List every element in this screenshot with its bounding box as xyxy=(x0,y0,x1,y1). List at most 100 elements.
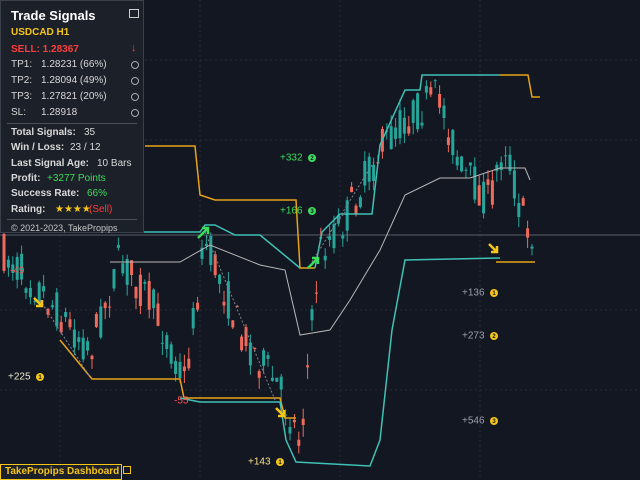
stat-value: 10 Bars xyxy=(97,157,132,169)
dashboard-button[interactable]: TakePropips Dashboard xyxy=(0,464,132,480)
clock-icon xyxy=(131,93,139,101)
candle-body xyxy=(394,127,398,139)
badge xyxy=(308,207,316,215)
stat-value: 66% xyxy=(87,188,108,200)
candle-body xyxy=(499,162,503,171)
candle-body xyxy=(530,246,534,249)
candle-body xyxy=(416,93,420,130)
trade-result: +143 xyxy=(248,457,271,468)
candle-body xyxy=(350,186,354,193)
candle-body xyxy=(138,274,142,306)
candle-body xyxy=(297,439,301,446)
candle-body xyxy=(372,164,376,182)
candle-body xyxy=(213,254,217,276)
candle-body xyxy=(495,164,499,172)
candle-body xyxy=(81,337,85,360)
level-label: TP3: xyxy=(11,91,33,102)
trade-lines xyxy=(39,159,376,401)
candle-body xyxy=(508,154,512,171)
candle-body xyxy=(6,259,10,268)
candle-body xyxy=(15,256,19,280)
candle-body xyxy=(477,185,481,206)
trade-result: -55 xyxy=(174,396,189,407)
sell-arrow xyxy=(275,407,286,418)
candle-body xyxy=(460,156,464,172)
candle-body xyxy=(112,269,116,289)
stat-label: Success Rate: xyxy=(11,188,80,200)
candle-body xyxy=(482,181,486,214)
badge-number: 3 xyxy=(310,209,314,215)
candle-body xyxy=(284,414,288,416)
candle-body xyxy=(187,358,191,369)
stat-label: Total Signals: xyxy=(11,127,76,138)
signal: SELL: 1.28367 xyxy=(11,44,79,55)
badge-number: 3 xyxy=(492,419,496,425)
candle-body xyxy=(147,281,151,310)
candle-body xyxy=(521,198,525,206)
badge-number: 2 xyxy=(310,156,314,162)
candle-body xyxy=(526,228,530,238)
stat-label: Profit: xyxy=(11,172,41,184)
level-value: 1.27821 (20%) xyxy=(41,91,107,102)
bands xyxy=(59,74,540,467)
stat-note: (Sell) xyxy=(89,203,113,215)
minimize-button[interactable] xyxy=(129,9,139,18)
candle-body xyxy=(86,341,90,351)
candle-body xyxy=(310,309,314,321)
candle-body xyxy=(473,166,477,200)
badge-number: 1 xyxy=(38,375,42,381)
candle-body xyxy=(389,126,393,150)
candle-body xyxy=(407,126,411,134)
sell-arrow xyxy=(488,243,499,254)
candle-body xyxy=(160,342,164,344)
candle-body xyxy=(77,337,81,342)
candle-body xyxy=(402,117,406,134)
candle-body xyxy=(182,366,186,372)
badge-number: 1 xyxy=(278,460,282,466)
trade-result: +273 xyxy=(462,331,485,342)
candle-body xyxy=(209,235,213,265)
candle-body xyxy=(266,355,270,359)
candle-body xyxy=(486,179,490,185)
badge xyxy=(36,373,44,381)
candle-body xyxy=(446,137,450,145)
candle-body xyxy=(292,419,296,423)
down-arrow-icon: ↓ xyxy=(131,42,137,54)
candle-body xyxy=(231,320,235,328)
candle-body xyxy=(341,235,345,239)
candle-body xyxy=(64,312,68,317)
resistance-line xyxy=(59,339,296,419)
badge-number: 1 xyxy=(492,291,496,297)
candle-body xyxy=(257,371,261,378)
candle-body xyxy=(125,259,129,285)
sell-arrow xyxy=(33,297,44,308)
level-label: TP1: xyxy=(11,59,33,70)
annotations: +332 2 +166 3 -49 +225 1 -55 +143 1 +136 1 +273 2 +546… xyxy=(8,153,498,468)
stat-label: Last Signal Age: xyxy=(11,157,89,169)
trade-result: +225 xyxy=(8,372,31,383)
candle-body xyxy=(490,180,494,205)
candle-body xyxy=(226,281,230,319)
candle-body xyxy=(433,80,437,82)
trade-result: +136 xyxy=(462,288,485,299)
clock-icon xyxy=(131,77,139,85)
candle-body xyxy=(130,260,134,276)
stat-value: ★★★★ xyxy=(55,203,91,215)
candle-body xyxy=(94,313,98,328)
candle-body xyxy=(20,253,24,280)
candle-body xyxy=(222,301,226,306)
level-label: SL: xyxy=(11,107,27,118)
stat-label: Rating: xyxy=(11,203,46,215)
level-value: 1.28094 (49%) xyxy=(41,75,107,86)
stat-label: Win / Loss: xyxy=(11,142,65,154)
candle-body xyxy=(116,244,120,248)
candle-body xyxy=(33,301,37,303)
candle-body xyxy=(262,350,266,366)
separator xyxy=(7,219,137,220)
candle-body xyxy=(345,200,349,231)
stat-value: 35 xyxy=(84,127,96,138)
candle-body xyxy=(248,342,252,366)
candle-body xyxy=(279,376,283,390)
candle-body xyxy=(411,100,415,123)
